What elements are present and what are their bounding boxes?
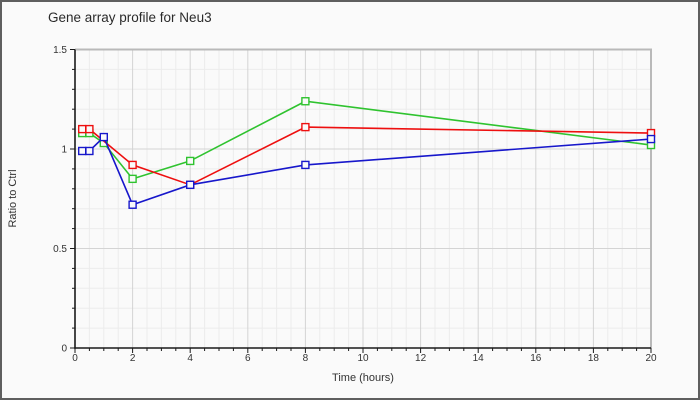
series-blue-marker [301,160,310,170]
series-red-line [82,126,652,186]
x-tick-label: 0 [72,353,78,364]
x-tick-label: 14 [473,353,485,364]
x-tick-label: 18 [588,353,600,364]
x-tick-label: 10 [357,353,369,364]
series-blue-marker [85,146,94,156]
y-tick-label: 1.5 [53,45,67,56]
series-blue-marker [128,200,137,209]
series-green-marker [128,174,137,184]
x-tick-label: 4 [187,353,193,364]
y-tick-label: 0 [61,344,67,355]
series-red-marker [301,122,310,132]
x-tick-label: 2 [130,353,136,364]
x-tick-label: 16 [530,353,542,364]
plot-area: 0 2 4 6 8 10 12 14 16 18 20 0 0.5 1 1.5 [53,45,657,364]
series-blue-marker [77,146,87,156]
series-red-marker [85,124,94,134]
series-blue-marker [185,180,195,190]
x-tick-label: 6 [245,353,251,364]
x-tick-label: 12 [415,353,427,364]
series-blue-marker [99,132,109,142]
x-tick-label: 20 [645,353,657,364]
series-green-marker [185,156,195,166]
series-green-marker [301,97,310,106]
x-axis-title: Time (hours) [332,372,394,384]
x-tick-label: 8 [303,353,309,364]
series-red-marker [77,124,87,134]
y-axis-title: Ratio to Ctrl [7,169,19,227]
y-tick-label: 1 [61,145,67,156]
series-blue-line [82,135,652,206]
series-blue-marker [646,134,656,144]
series-red-marker [128,160,137,170]
y-tick-label: 0.5 [53,244,67,255]
chart-title: Gene array profile for Neu3 [48,10,212,25]
series-green-line [82,100,652,180]
